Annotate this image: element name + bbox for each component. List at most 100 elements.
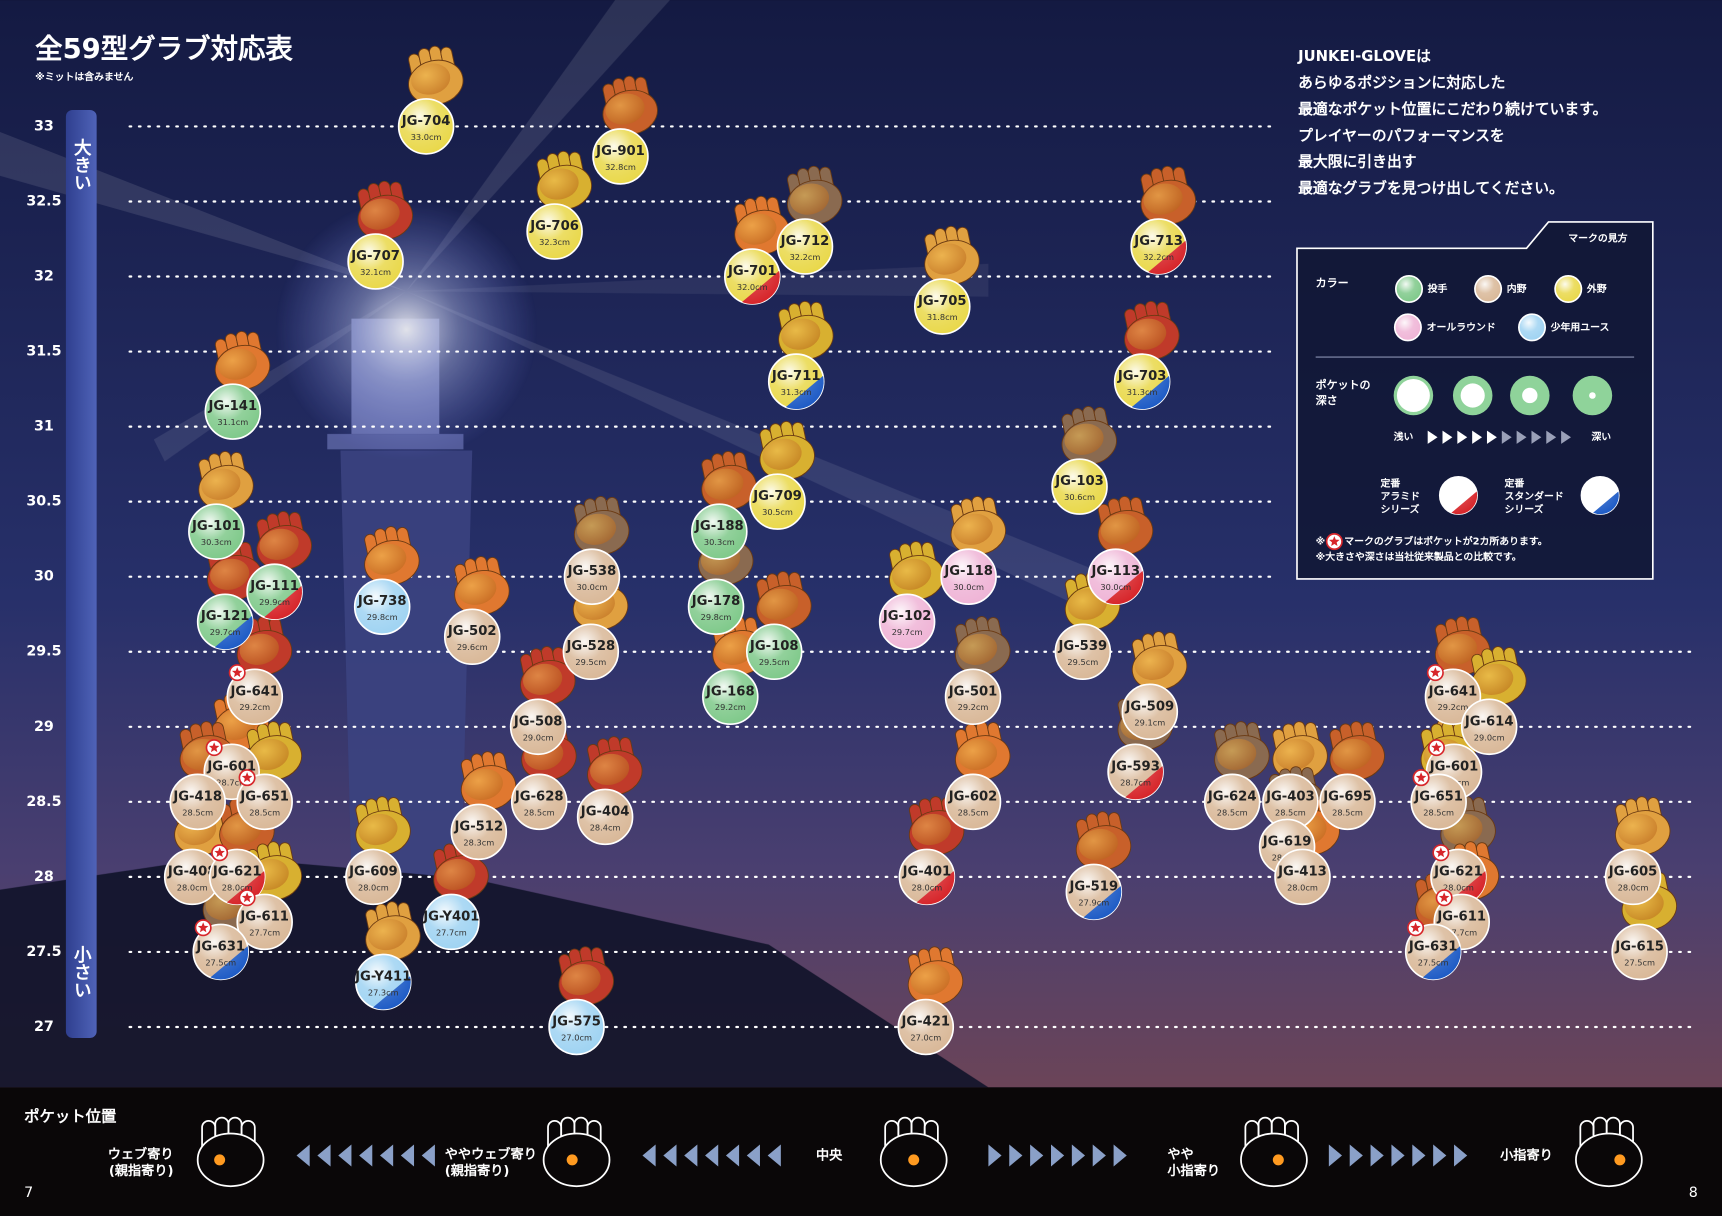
glove-size: 28.5cm (958, 807, 989, 817)
glove-item: JG-102 29.7cm (878, 593, 936, 651)
y-tick-label: 27.5 (26, 944, 61, 960)
glove-size: 32.2cm (1143, 252, 1174, 262)
glove-palm-shade (463, 768, 503, 801)
glove-size: 30.0cm (1100, 582, 1131, 592)
glove-photo (1061, 406, 1117, 466)
icon-palm (1575, 1132, 1643, 1188)
glove-item: JG-118 30.0cm (940, 548, 997, 605)
pocket-glove-icon (879, 1116, 948, 1188)
glove-photo (246, 721, 303, 781)
y-tick-label: 31.5 (26, 344, 61, 360)
y-tick-label: 31 (34, 419, 54, 435)
pocket-dot (1614, 1154, 1626, 1166)
glove-size: 30.3cm (201, 537, 232, 547)
glove-palm-shade (201, 468, 241, 500)
glove-palm-shade (410, 63, 451, 95)
glove-photo (787, 165, 843, 226)
legend-depth-heading: ポケットの (1316, 378, 1371, 392)
depth-arrow (1501, 430, 1512, 444)
glove-model: JG-113 (1090, 564, 1140, 579)
glove-model: JG-539 (1058, 639, 1108, 654)
page-number: 7 (24, 1185, 33, 1201)
icon-palm (196, 1132, 265, 1188)
legend-depth-heading: 深さ (1316, 393, 1338, 407)
glove-item: JG-706 32.3cm (526, 203, 583, 260)
glove-size: 29.0cm (1474, 732, 1505, 742)
glove-size: 28.0cm (1443, 882, 1474, 892)
glove-palm-shade (953, 513, 993, 545)
glove-model: JG-631 (1408, 939, 1458, 954)
pocket-label: 小指寄り (1500, 1146, 1553, 1163)
y-tick-label: 27 (34, 1019, 54, 1035)
pocket-glove-icon (196, 1116, 265, 1188)
glove-model: JG-738 (357, 594, 407, 609)
glove-item: JG-512 28.3cm (450, 803, 508, 861)
depth-arrow (1561, 430, 1571, 444)
glove-item: JG-609 28.0cm (345, 848, 402, 906)
legend-series-label: スタンダード (1505, 490, 1564, 503)
glove-item: JG-539 29.5cm (1054, 623, 1112, 681)
glove-item: JG-508 29.0cm (509, 698, 567, 756)
glove-size: 32.8cm (605, 162, 636, 172)
glove-palm-shade (539, 168, 579, 200)
ball-shine (170, 774, 226, 830)
glove-palm-shade (1143, 183, 1183, 215)
glove-model: JG-Y411 (354, 969, 411, 984)
glove-palm-shade (210, 558, 250, 590)
glove-model: JG-178 (691, 594, 741, 609)
pocket-glove-icon (542, 1116, 611, 1188)
intro-line: JUNKEI-GLOVEは (1297, 48, 1431, 65)
glove-item: JG-501 29.2cm (944, 668, 1002, 726)
glove-photo (1140, 165, 1196, 226)
glove-model: JG-408 (167, 864, 217, 879)
glove-item: JG-575 27.0cm (548, 998, 605, 1056)
glove-item: JG-103 30.6cm (1051, 458, 1108, 515)
ball-shine (423, 894, 479, 950)
glove-item: JG-631 27.5cm (1404, 919, 1462, 981)
glove-palm-shade (737, 213, 777, 245)
glove-item: JG-631 27.5cm (192, 919, 250, 981)
ball-shine (1262, 774, 1318, 830)
note: ※ミットは含みません (35, 70, 133, 83)
glove-model: JG-701 (727, 264, 777, 279)
ball-shine (777, 219, 833, 274)
ball-shine (1114, 354, 1170, 410)
glove-size: 28.5cm (1275, 807, 1306, 817)
pocket-arrow (642, 1144, 656, 1167)
glove-model: JG-609 (348, 864, 398, 879)
ball-shine (1555, 275, 1582, 303)
glove-size: 27.3cm (368, 987, 399, 997)
glove-item: JG-413 28.0cm (1274, 848, 1331, 906)
glove-palm-shade (561, 963, 601, 996)
star-icon (197, 922, 209, 933)
legend-color-label: 外野 (1586, 282, 1607, 295)
glove-model: JG-102 (882, 609, 932, 624)
ball-shine (1461, 699, 1517, 755)
star-icon (1415, 772, 1427, 783)
glove-palm-shade (457, 573, 497, 605)
pocket-arrow (1009, 1144, 1023, 1167)
glove-size: 28.5cm (1332, 807, 1363, 817)
glove-size: 32.1cm (360, 267, 391, 277)
glove-model: JG-403 (1265, 789, 1315, 804)
glove-size: 29.2cm (958, 702, 989, 712)
glove-item: JG-528 29.5cm (562, 623, 620, 681)
glove-size: 32.2cm (790, 252, 821, 262)
pocket-dot (566, 1154, 578, 1166)
pocket-arrow (1412, 1144, 1426, 1167)
legend-color-label: オールラウンド (1427, 321, 1496, 333)
glove-size: 29.1cm (1134, 717, 1165, 727)
glove-item: JG-695 28.5cm (1319, 773, 1376, 831)
glove-palm-shade (368, 918, 408, 951)
glove-item: JG-707 32.1cm (347, 233, 404, 290)
ball-shine (549, 999, 605, 1055)
ball-shine (563, 624, 619, 680)
ball-shine (1108, 744, 1164, 800)
star-icon (231, 667, 243, 678)
glove-photo (1075, 811, 1132, 871)
depth-arrow (1486, 430, 1497, 444)
glove-size: 28.0cm (1287, 882, 1318, 892)
glove-size: 28.0cm (1618, 882, 1649, 892)
glove-model: JG-704 (401, 114, 451, 129)
glove-model: JG-611 (1436, 909, 1486, 924)
